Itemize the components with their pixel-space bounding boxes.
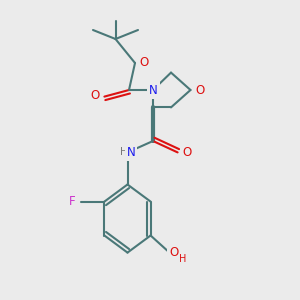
- Text: N: N: [127, 146, 136, 159]
- Text: O: O: [182, 146, 191, 159]
- Text: O: O: [140, 56, 148, 70]
- Text: H: H: [120, 147, 128, 158]
- Text: H: H: [179, 254, 187, 264]
- Text: O: O: [195, 83, 204, 97]
- Text: O: O: [91, 88, 100, 102]
- Text: N: N: [148, 83, 158, 97]
- Text: O: O: [169, 246, 178, 259]
- Text: F: F: [69, 195, 76, 208]
